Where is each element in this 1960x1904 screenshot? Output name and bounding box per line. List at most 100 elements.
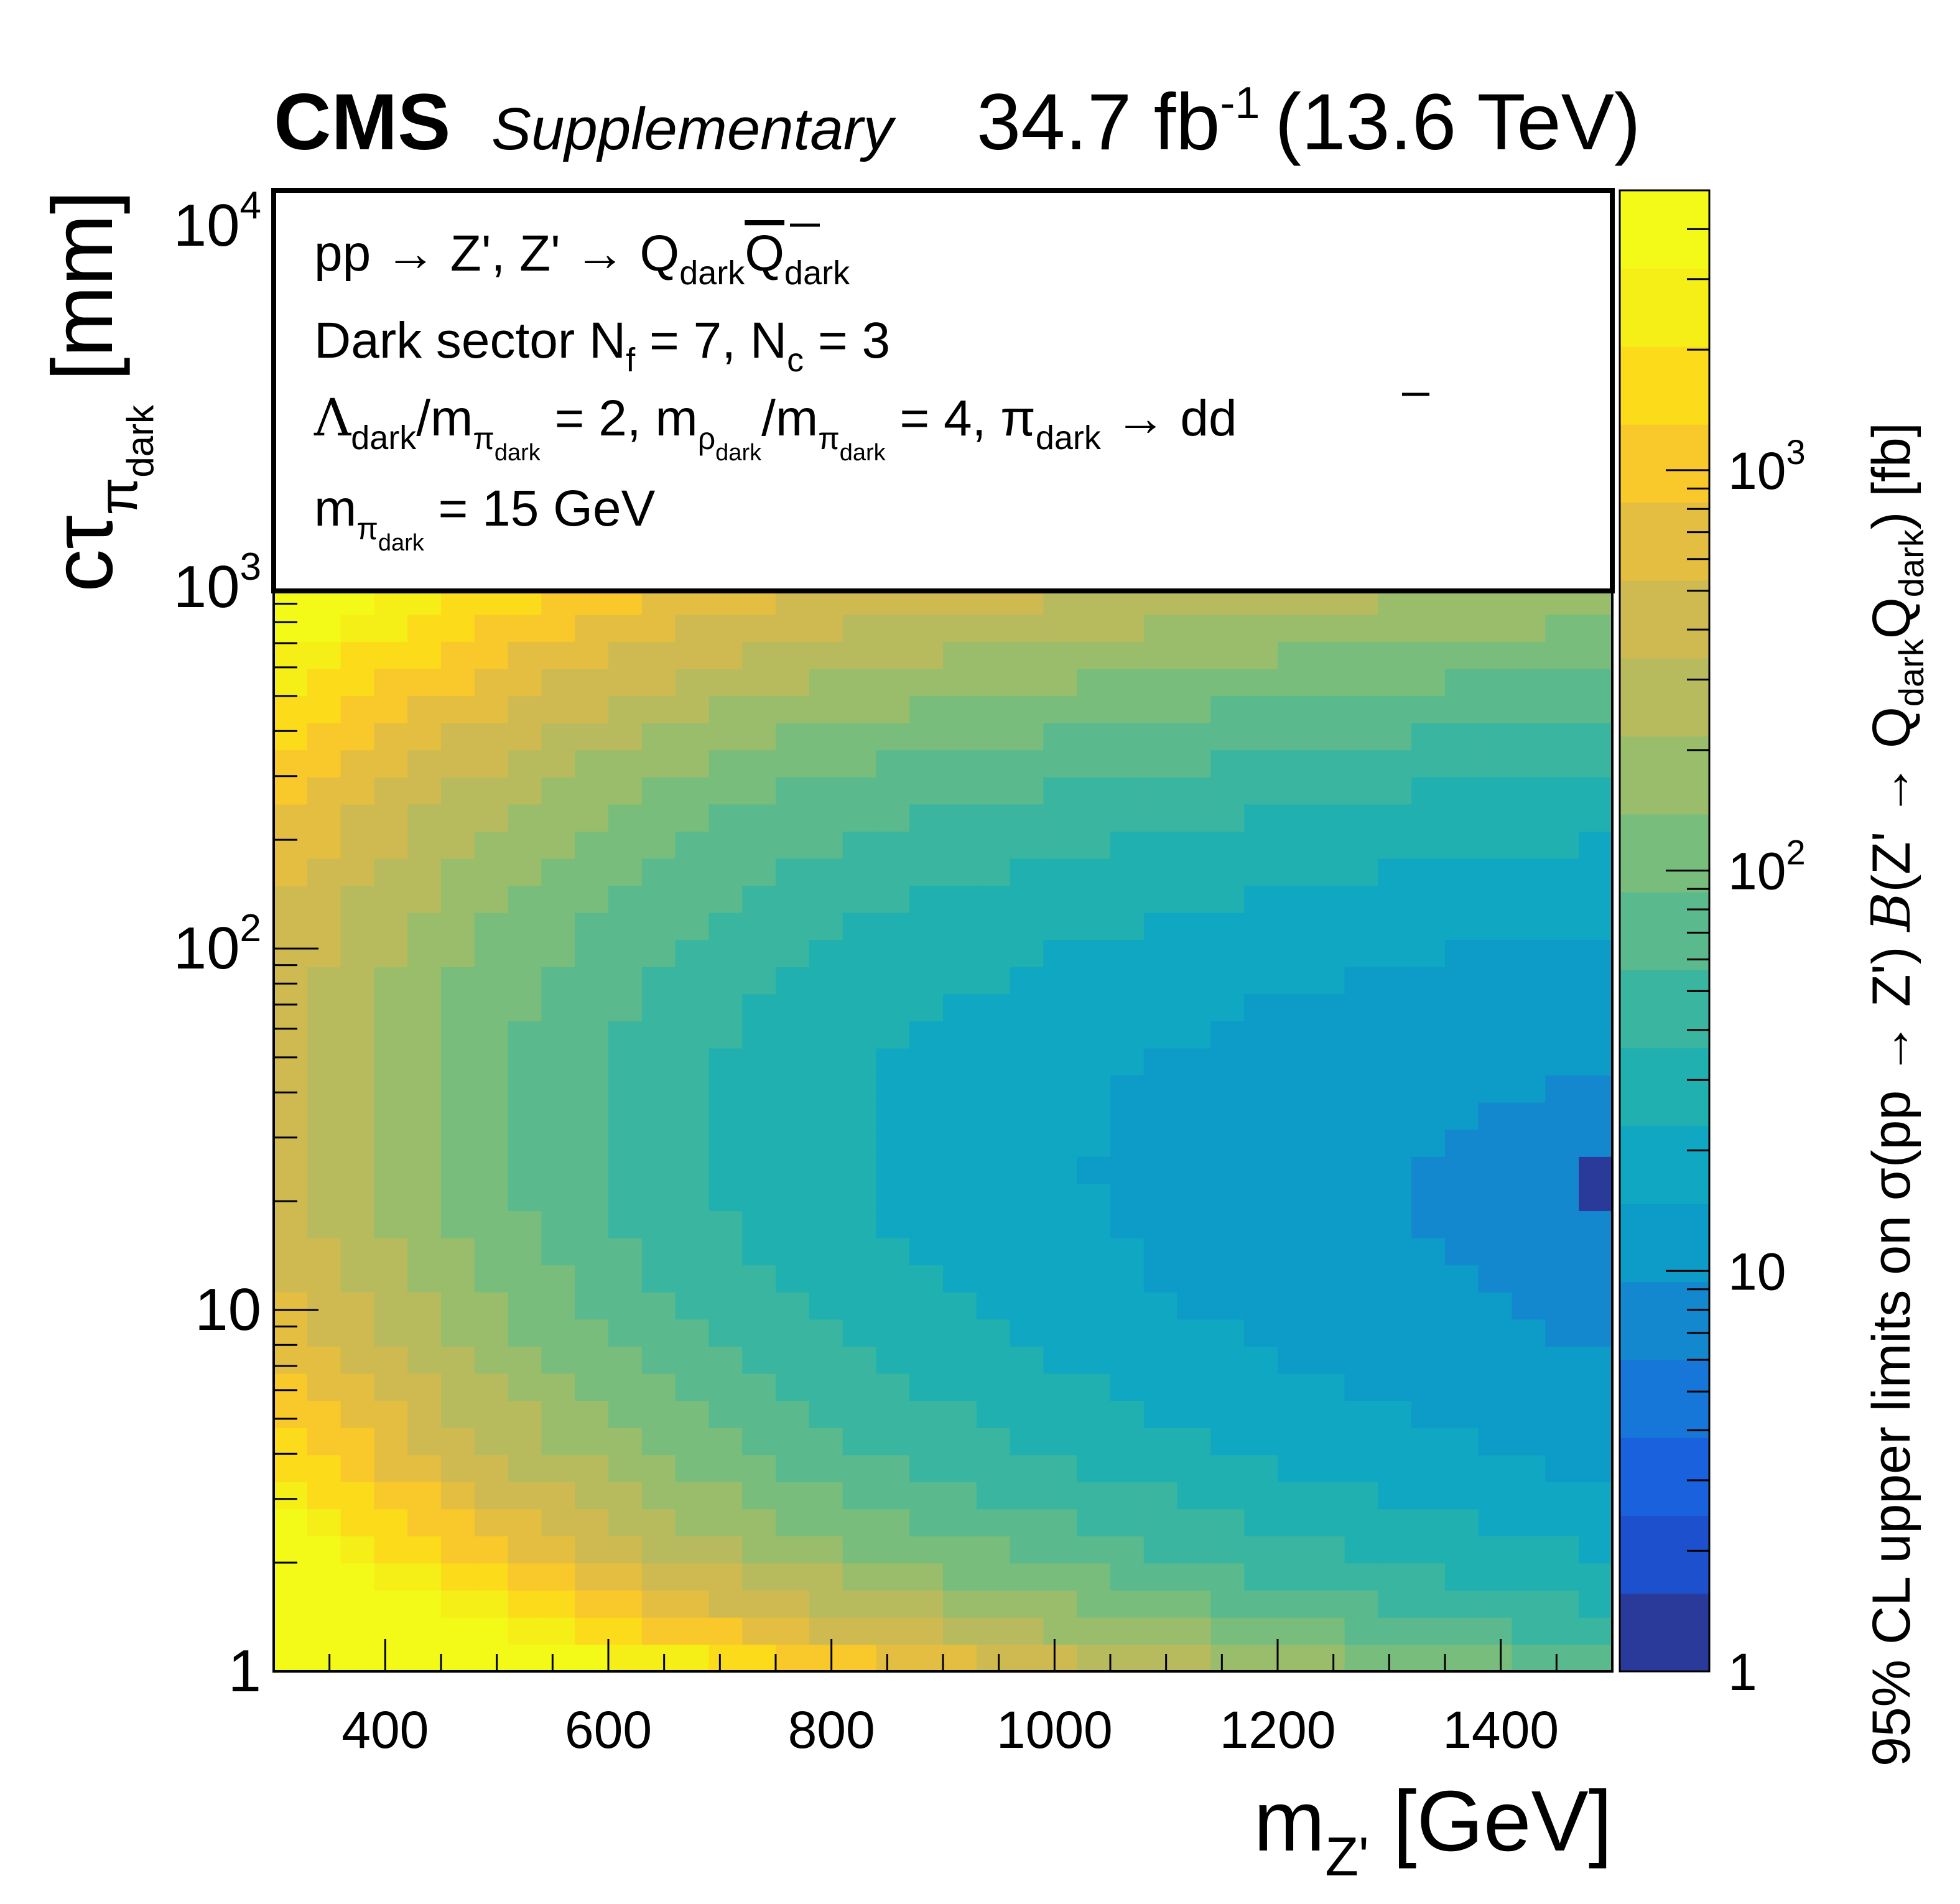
heatmap-cell — [1545, 831, 1579, 859]
heatmap-cell — [1311, 967, 1345, 995]
heatmap-cell — [541, 1319, 575, 1347]
heatmap-cell — [776, 1563, 810, 1591]
heatmap-cell — [742, 858, 776, 886]
heatmap-cell — [776, 641, 810, 669]
colorbar-segment — [1620, 891, 1709, 970]
heatmap-cell — [608, 750, 643, 778]
heatmap-cell — [809, 1346, 843, 1374]
heatmap-cell — [1110, 777, 1145, 805]
heatmap-cell — [1210, 668, 1245, 697]
heatmap-cell — [307, 777, 341, 805]
heatmap-cell — [1378, 1590, 1412, 1618]
heatmap-cell — [407, 1481, 442, 1510]
heatmap-cell — [1579, 1563, 1613, 1591]
heatmap-cell — [1579, 614, 1613, 642]
heatmap-cell — [809, 1536, 843, 1564]
heatmap-cell — [842, 1156, 877, 1184]
heatmap-cell — [876, 1075, 910, 1103]
heatmap-cell — [909, 777, 944, 805]
colorbar-segment — [1620, 814, 1709, 893]
heatmap-cell — [1445, 1237, 1479, 1266]
heatmap-cell — [641, 1319, 676, 1347]
heatmap-cell — [474, 1021, 509, 1049]
heatmap-cell — [1110, 1237, 1145, 1266]
heatmap-cell — [474, 1346, 509, 1374]
heatmap-cell — [307, 1400, 341, 1428]
heatmap-cell — [976, 1346, 1011, 1374]
z-axis-label: 95% CL upper limits on σ(pp → Z') B(Z' →… — [1860, 422, 1931, 1767]
heatmap-cell — [407, 993, 442, 1022]
heatmap-cell — [1344, 1644, 1379, 1672]
heatmap-cell — [1411, 1047, 1446, 1076]
heatmap-cell — [708, 1454, 743, 1482]
heatmap-cell — [909, 1265, 944, 1293]
heatmap-cell — [1344, 885, 1379, 913]
heatmap-cell — [1478, 804, 1513, 832]
heatmap-cell — [1177, 1536, 1212, 1564]
heatmap-cell — [1445, 1427, 1479, 1456]
heatmap-cell — [1244, 1400, 1278, 1428]
heatmap-cell — [407, 1183, 442, 1212]
heatmap-cell — [340, 1129, 375, 1157]
heatmap-cell — [1010, 1265, 1044, 1293]
heatmap-cell — [1110, 1563, 1145, 1591]
heatmap-cell — [842, 1237, 877, 1266]
heatmap-cell — [976, 614, 1011, 642]
heatmap-cell — [1077, 1075, 1111, 1103]
heatmap-cell — [1110, 1021, 1145, 1049]
colorbar-segment — [1620, 1593, 1709, 1672]
heatmap-cell — [1378, 1319, 1412, 1347]
heatmap-cell — [374, 804, 408, 832]
heatmap-cell — [809, 1021, 843, 1049]
heatmap-cell — [1210, 1373, 1245, 1401]
heatmap-cell — [1311, 695, 1345, 723]
heatmap-cell — [1545, 1183, 1579, 1212]
heatmap-cell — [1077, 1617, 1111, 1645]
colorbar-segment — [1620, 970, 1709, 1049]
heatmap-cell — [876, 831, 910, 859]
heatmap-cell — [1043, 1319, 1077, 1347]
heatmap-cell — [675, 1291, 710, 1320]
x-axis-ticks: 400 600 800 1000 1200 1400 — [328, 1639, 1614, 1759]
heatmap-cell — [407, 722, 442, 751]
heatmap-cell — [876, 993, 910, 1022]
heatmap-cell — [374, 614, 408, 642]
heatmap-cell — [1512, 750, 1546, 778]
heatmap-cell — [809, 858, 843, 886]
heatmap-cell — [474, 1319, 509, 1347]
heatmap-cell — [976, 1590, 1011, 1618]
heatmap-cell — [407, 1021, 442, 1049]
heatmap-cell — [842, 1346, 877, 1374]
heatmap-cell — [776, 1481, 810, 1510]
heatmap-cell — [1344, 1129, 1379, 1157]
heatmap-cell — [675, 1265, 710, 1293]
heatmap-cell — [742, 1265, 776, 1293]
heatmap-cell — [876, 1183, 910, 1212]
heatmap-cell — [508, 1210, 542, 1238]
heatmap-cell — [307, 1617, 341, 1645]
heatmap-cell — [307, 1265, 341, 1293]
heatmap-cell — [1077, 858, 1111, 886]
heatmap-cell — [608, 722, 643, 751]
heatmap-cell — [909, 939, 944, 967]
heatmap-cell — [1445, 912, 1479, 940]
heatmap-cell — [1579, 1047, 1613, 1076]
heatmap-cell — [976, 1400, 1011, 1428]
heatmap-cell — [407, 804, 442, 832]
heatmap-cell — [407, 1156, 442, 1184]
x-axis-label: mZ' [GeV] — [1253, 1773, 1612, 1887]
heatmap-cell — [809, 1508, 843, 1536]
heatmap-cell — [1043, 1481, 1077, 1510]
heatmap-cell — [742, 722, 776, 751]
heatmap-cell — [641, 885, 676, 913]
heatmap-cell — [1010, 750, 1044, 778]
heatmap-cell — [1210, 777, 1245, 805]
heatmap-cell — [508, 1536, 542, 1564]
heatmap-cell — [641, 993, 676, 1022]
heatmap-cell — [1110, 1373, 1145, 1401]
heatmap-cell — [1478, 858, 1513, 886]
heatmap-cell — [675, 1237, 710, 1266]
heatmap-cell — [474, 1075, 509, 1103]
heatmap-cell — [1043, 777, 1077, 805]
heatmap-cell — [1110, 1400, 1145, 1428]
